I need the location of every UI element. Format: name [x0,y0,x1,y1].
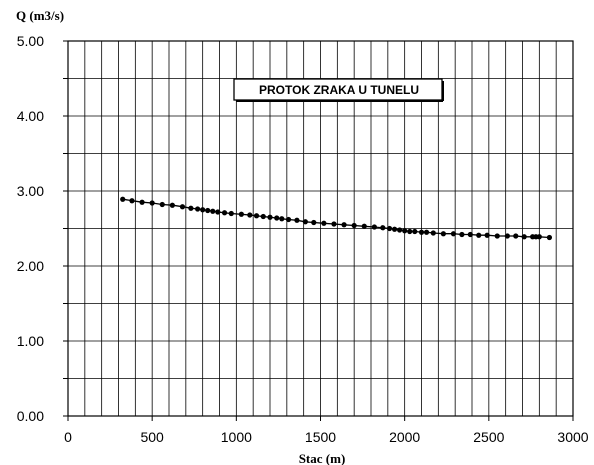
x-tick-label: 500 [140,429,164,445]
data-point [476,232,482,238]
data-point [521,234,527,240]
data-point [494,233,500,239]
data-point [238,211,244,217]
data-point [386,225,393,232]
tick-labels: 0.00 1.00 2.00 3.00 4.00 5.00 0 500 1000 1500 2000… [17,33,589,445]
x-tick-label: 1500 [305,429,336,445]
data-point [371,224,377,230]
y-tick-label: 2.00 [17,258,44,274]
data-point [169,202,175,208]
data-point [279,216,285,222]
data-point [341,222,347,228]
data-point [253,213,260,219]
data-point [484,232,490,238]
data-point [331,221,337,227]
data-point [321,220,327,226]
data-point [274,215,280,221]
x-tick-label: 2000 [389,429,420,445]
data-point [546,234,553,241]
y-tick-label: 0.00 [17,408,44,424]
data-point [285,216,292,223]
y-tick-label: 5.00 [17,33,44,49]
data-point [351,222,357,229]
x-tick-label: 3000 [557,429,588,445]
data-point [159,201,165,208]
data-point [302,219,308,225]
data-point [440,231,446,237]
data-point [120,196,126,202]
data-point [149,200,155,206]
data-point [412,228,418,235]
data-point [247,212,253,218]
data-point [423,229,430,235]
data-point [294,217,300,223]
data-point [459,231,465,238]
data-point [450,231,457,237]
data-point [402,228,408,234]
data-point [200,207,206,213]
data-point [391,226,398,232]
data-point [179,204,186,210]
data-point [536,234,542,240]
chart-title-box: PROTOK ZRAKA U TUNELU [233,78,444,102]
data-point [215,209,221,215]
data-point [129,198,135,204]
data-point [407,228,413,235]
y-tick-label: 3.00 [17,183,44,199]
data-point [139,199,145,205]
data-point [361,223,367,229]
data-point [311,219,317,226]
data-point [418,229,425,235]
y-tick-label: 1.00 [17,333,44,349]
data-point [430,230,436,236]
data-point [195,206,201,212]
data-point [467,231,473,238]
data-point [380,225,386,231]
axes [63,40,574,421]
data-point [267,214,273,220]
y-tick-label: 4.00 [17,108,44,124]
data-point [205,207,211,214]
y-axis-title: Q (m3/s) [16,8,64,23]
x-axis-title: Stac (m) [299,451,346,465]
data-point [228,210,234,217]
data-point [513,233,519,239]
x-tick-label: 0 [64,429,72,445]
data-point [221,210,228,216]
data-series [120,196,553,241]
data-point [188,205,194,211]
data-point [210,208,216,214]
series-line [122,198,550,239]
data-point [504,233,510,239]
data-point [260,213,266,220]
x-tick-label: 2500 [473,429,504,445]
x-tick-label: 1000 [221,429,252,445]
data-point [397,227,403,233]
chart-title: PROTOK ZRAKA U TUNELU [259,83,419,97]
